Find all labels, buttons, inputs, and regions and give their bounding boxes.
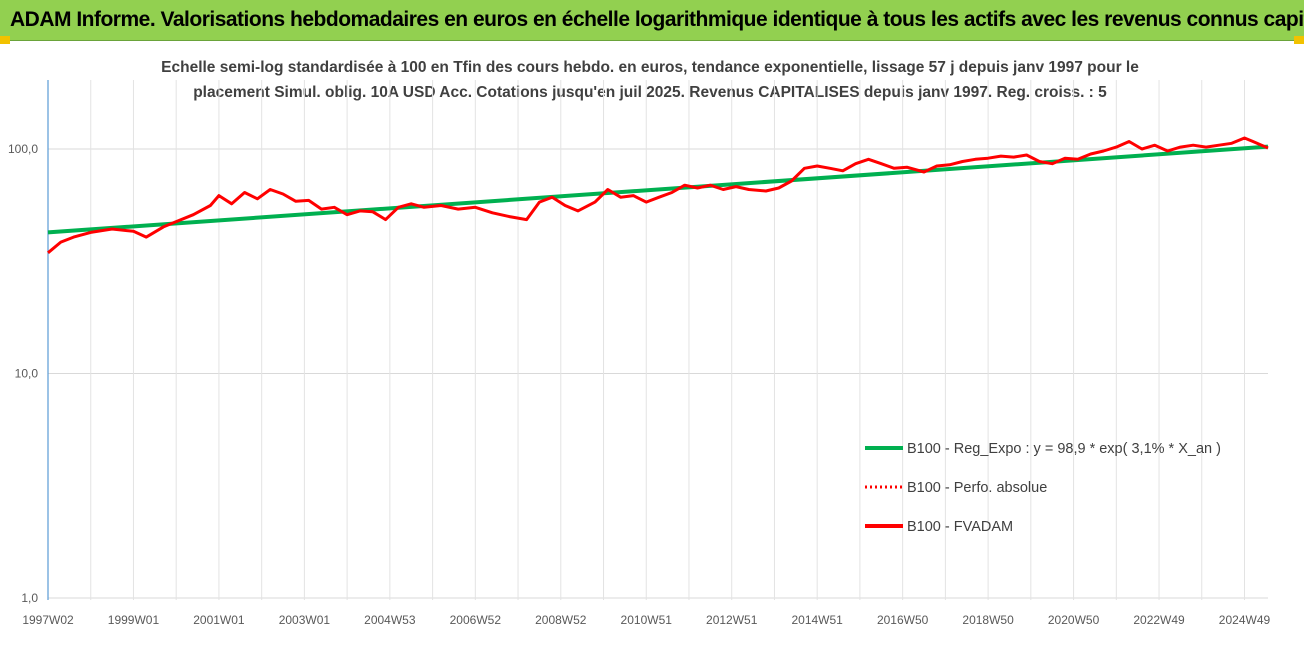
series — [47, 136, 1269, 254]
y-tick-label-2: 100,0 — [8, 142, 38, 156]
x-tick-label-5: 2006W52 — [450, 613, 502, 627]
chart-title-line-2: placement Simul. oblig. 10A USD Acc. Cot… — [193, 84, 1107, 101]
x-tick-label-7: 2010W51 — [621, 613, 673, 627]
x-tick-label-1: 1999W01 — [108, 613, 160, 627]
x-tick-label-13: 2022W49 — [1133, 613, 1185, 627]
x-tick-label-2: 2001W01 — [193, 613, 245, 627]
x-tick-label-12: 2020W50 — [1048, 613, 1100, 627]
x-tick-label-0: 1997W02 — [22, 613, 74, 627]
x-tick-label-8: 2012W51 — [706, 613, 758, 627]
x-tick-label-4: 2004W53 — [364, 613, 416, 627]
corner-mark-left — [0, 36, 10, 44]
y-tick-label-0: 1,0 — [21, 591, 38, 605]
x-tick-label-14: 2024W49 — [1219, 613, 1271, 627]
axes: 1,0 10,0 100,0 1997W02 1999W01 2001W01 2003W01… — [8, 80, 1271, 627]
legend: B100 - Reg_Expo : y = 98,9 * exp( 3,1% *… — [865, 441, 1221, 535]
x-tick-label-3: 2003W01 — [279, 613, 331, 627]
legend-label-0: B100 - Reg_Expo : y = 98,9 * exp( 3,1% *… — [907, 441, 1221, 457]
chart-title: Echelle semi-log standardisée à 100 en T… — [120, 55, 1180, 105]
corner-mark-right — [1294, 36, 1304, 44]
legend-label-2: B100 - FVADAM — [907, 519, 1013, 535]
header-bar: ADAM Informe. Valorisations hebdomadaire… — [0, 0, 1304, 41]
legend-label-1: B100 - Perfo. absolue — [907, 480, 1047, 496]
x-tick-label-6: 2008W52 — [535, 613, 587, 627]
series-line-0 — [47, 144, 1269, 235]
page-title: ADAM Informe. Valorisations hebdomadaire… — [10, 8, 1304, 31]
series-line-2 — [47, 136, 1269, 254]
x-tick-label-11: 2018W50 — [962, 613, 1014, 627]
x-tick-label-10: 2016W50 — [877, 613, 929, 627]
x-tick-label-9: 2014W51 — [791, 613, 843, 627]
y-tick-label-1: 10,0 — [15, 367, 39, 381]
chart-title-line-1: Echelle semi-log standardisée à 100 en T… — [161, 59, 1139, 76]
